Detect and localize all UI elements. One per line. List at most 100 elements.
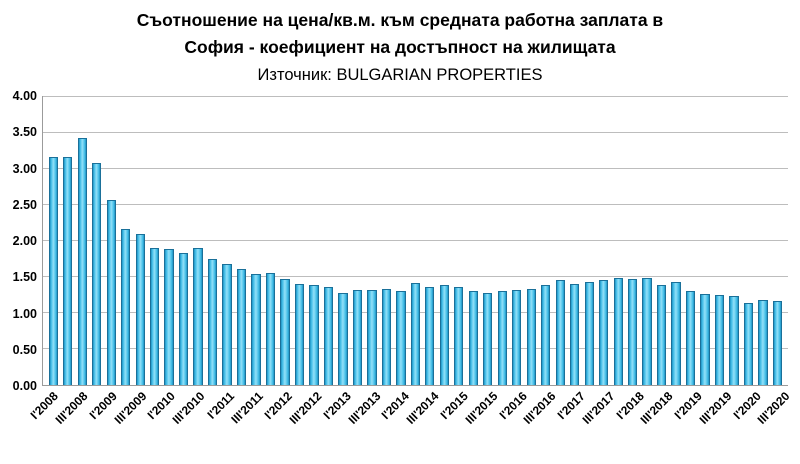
bar-I'2008 [48, 157, 58, 385]
bars-row [43, 96, 788, 385]
bar-slot [75, 96, 89, 385]
bar-slot [292, 96, 306, 385]
gridline [43, 276, 788, 278]
y-tick-label: 0.50 [12, 342, 37, 357]
bar-slot [495, 96, 509, 385]
x-tick-label: III'2009 [111, 389, 149, 427]
bar-I'2014 [396, 291, 406, 385]
x-axis: I'2008 III'2008 I'2009 III'2009 I'2010 III'20… [28, 386, 793, 448]
bar-slot [437, 96, 451, 385]
bar-slot [712, 96, 726, 385]
bar-slot [683, 96, 697, 385]
bar-I'2009 [106, 200, 116, 385]
x-tick-label: III'2015 [462, 389, 501, 427]
bar-slot [611, 96, 625, 385]
y-tick-label: 2.00 [12, 234, 37, 248]
y-tick-label: 3.50 [12, 125, 37, 140]
y-tick-label: 3.00 [12, 161, 37, 176]
bar-I'2018 [627, 278, 638, 385]
y-axis: 0.00 0.50 1.00 1.50 2.00 2.50 3.00 3.50 4.00 [6, 89, 42, 393]
bar-III'2014 [425, 286, 435, 385]
bar-slot [582, 96, 596, 385]
bar-slot [46, 96, 60, 385]
plot-area [42, 95, 788, 386]
bar-IV'2010 [207, 258, 218, 385]
bar-III'2013 [367, 289, 377, 385]
bar-slot [452, 96, 466, 385]
bar-II'2014 [410, 283, 420, 385]
bar-slot [481, 96, 495, 385]
bar-slot [510, 96, 524, 385]
bar-slot [104, 96, 118, 385]
bar-III'2017 [599, 280, 609, 385]
bar-slot [408, 96, 422, 385]
bar-II'2009 [121, 228, 131, 385]
y-tick-label: 1.50 [12, 270, 37, 285]
bar-II'2019 [700, 293, 710, 385]
bar-slot [191, 96, 205, 385]
x-tick-label: III'2014 [403, 389, 442, 427]
bar-IV'2018 [671, 282, 681, 385]
bar-slot [278, 96, 292, 385]
bar-slot [147, 96, 161, 385]
bar-slot [379, 96, 393, 385]
bar-I'2010 [164, 249, 174, 385]
bar-slot [553, 96, 567, 385]
y-tick-label: 4.00 [12, 89, 37, 103]
bar-IV'2012 [323, 287, 334, 385]
bar-IV'2016 [555, 280, 565, 385]
bar-slot [220, 96, 234, 385]
chart-title-line1: Съотношение на цена/кв.м. към средната р… [136, 10, 664, 30]
bar-slot [162, 96, 176, 385]
bar-slot [336, 96, 350, 385]
bar-III'2018 [656, 285, 667, 385]
bar-I'2013 [338, 292, 348, 385]
bar-slot [307, 96, 321, 385]
bar-slot [669, 96, 683, 385]
bar-slot [60, 96, 74, 385]
bar-IV'2015 [497, 291, 507, 385]
bar-I'2020 [743, 302, 754, 385]
bar-slot [118, 96, 132, 385]
bar-slot [89, 96, 103, 385]
bar-III'2010 [193, 248, 203, 385]
bar-III'2016 [541, 285, 551, 385]
bar-slot [394, 96, 408, 385]
bar-slot [625, 96, 639, 385]
bar-III'2020 [772, 301, 783, 385]
bar-III'2008 [77, 137, 87, 385]
bar-IV'2008 [92, 163, 102, 385]
y-tick-label: 1.00 [12, 306, 37, 321]
bar-slot [466, 96, 480, 385]
bar-II'2020 [758, 299, 768, 385]
bar-II'2016 [526, 288, 536, 385]
bar-IV'2009 [150, 247, 160, 385]
bar-slot [524, 96, 538, 385]
bar-III'2011 [251, 274, 261, 385]
x-tick-label: III'2017 [579, 389, 618, 427]
bar-slot [133, 96, 147, 385]
gridline [43, 95, 788, 97]
bar-slot [741, 96, 755, 385]
x-tick-label: III'2011 [228, 389, 266, 427]
bar-IV'2019 [729, 296, 739, 385]
bar-III'2019 [714, 294, 725, 385]
bar-II'2012 [294, 283, 305, 385]
bar-III'2015 [483, 293, 493, 385]
x-tick-label: III'2012 [286, 389, 325, 427]
bar-II'2008 [63, 157, 73, 385]
bar-slot [423, 96, 437, 385]
y-tick-label: 2.50 [12, 197, 37, 212]
bar-slot [234, 96, 248, 385]
bar-slot [350, 96, 364, 385]
bar-I'2019 [685, 291, 696, 385]
bar-slot [365, 96, 379, 385]
bar-II'2018 [642, 278, 652, 385]
gridline [43, 203, 788, 205]
bar-slot [249, 96, 263, 385]
x-tick-label: III'2008 [52, 389, 91, 427]
bar-II'2011 [236, 269, 247, 385]
bar-slot [538, 96, 552, 385]
bar-slot [263, 96, 277, 385]
x-tick-label: III'2019 [696, 389, 735, 427]
